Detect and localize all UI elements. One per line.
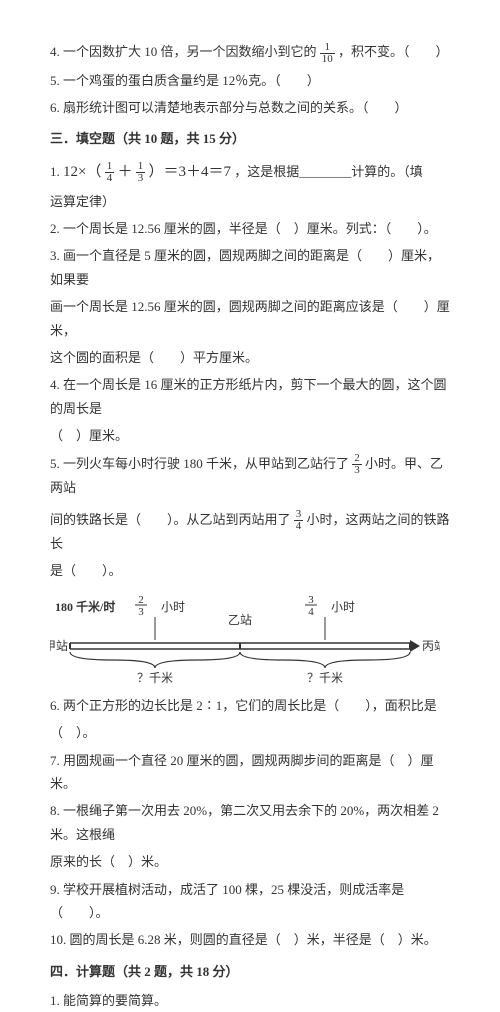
q3-5a-text-a: 5. 一列火车每小时行驶 180 千米，从甲站到乙站行了 bbox=[50, 456, 349, 471]
q3-1-tail: ，这是根据________计算的。（填 bbox=[234, 164, 423, 179]
svg-text:？千米: ？千米 bbox=[137, 671, 173, 685]
q3-5b-text-a: 间的铁路长是（ ）。从乙站到丙站用了 bbox=[50, 512, 291, 527]
q3-5b-frac: 3 4 bbox=[294, 509, 304, 532]
train-diagram: 甲站乙站丙站180 千米/时23小时34小时？千米？千米 bbox=[50, 591, 440, 686]
q2-4-text-a: 4. 一个因数扩大 10 倍，另一个因数缩小到它的 bbox=[50, 44, 317, 59]
q3-3b: 画一个周长是 12.56 厘米的圆，圆规两脚之间的距离应该是（ ）厘米， bbox=[50, 295, 450, 342]
q2-4: 4. 一个因数扩大 10 倍，另一个因数缩小到它的 1 10 ，积不变。（ ） bbox=[50, 40, 450, 65]
q3-1-frac2: 1 3 bbox=[136, 161, 146, 184]
q3-5a: 5. 一列火车每小时行驶 180 千米，从甲站到乙站行了 2 3 小时。甲、乙两… bbox=[50, 452, 450, 500]
section-3-title: 三．填空题（共 10 题，共 15 分） bbox=[50, 127, 450, 150]
q3-5b: 间的铁路长是（ ）。从乙站到丙站用了 3 4 小时，这两站之间的铁路长 bbox=[50, 508, 450, 556]
q3-6a: 6. 两个正方形的边长比是 2∶1，它们的周长比是（ ），面积比是 bbox=[50, 694, 450, 717]
q4-1: 1. 能简算的要简算。 bbox=[50, 989, 450, 1012]
q3-6b: （ ）。 bbox=[50, 721, 450, 744]
q3-1-formula-b: ）＝3＋4＝7 bbox=[148, 164, 231, 180]
svg-text:3: 3 bbox=[308, 594, 314, 606]
q3-5a-frac: 2 3 bbox=[352, 453, 362, 476]
svg-text:小时: 小时 bbox=[331, 600, 355, 614]
q3-9: 9. 学校开展植树活动，成活了 100 棵，25 棵没活，则成活率是（ ）。 bbox=[50, 878, 450, 925]
q2-4-text-b: ，积不变。（ ） bbox=[338, 44, 449, 59]
svg-text:甲站: 甲站 bbox=[50, 639, 68, 653]
svg-text:？千米: ？千米 bbox=[307, 671, 343, 685]
svg-text:3: 3 bbox=[138, 606, 144, 618]
q3-1-plus: ＋ bbox=[117, 164, 132, 180]
q3-1-num: 1. bbox=[50, 164, 60, 179]
svg-text:小时: 小时 bbox=[161, 600, 185, 614]
q3-1-formula-a: 12×（ bbox=[63, 164, 101, 180]
q2-4-frac: 1 10 bbox=[320, 42, 335, 65]
q3-5c: 是（ ）。 bbox=[50, 559, 450, 582]
q3-3c: 这个圆的面积是（ ）平方厘米。 bbox=[50, 346, 450, 369]
q3-4b: （ ）厘米。 bbox=[50, 424, 450, 447]
q3-1-frac1: 1 4 bbox=[105, 161, 115, 184]
svg-text:180 千米/时: 180 千米/时 bbox=[55, 599, 115, 614]
svg-text:2: 2 bbox=[138, 594, 144, 606]
q3-7: 7. 用圆规画一个直径 20 厘米的圆，圆规两脚步间的距离是（ ）厘米。 bbox=[50, 749, 450, 796]
svg-text:乙站: 乙站 bbox=[228, 613, 252, 627]
q3-2: 2. 一个周长是 12.56 厘米的圆，半径是（ ）厘米。列式：（ ）。 bbox=[50, 217, 450, 240]
q3-8a: 8. 一根绳子第一次用去 20%，第二次又用去余下的 20%，两次相差 2 米。… bbox=[50, 799, 450, 846]
q2-6: 6. 扇形统计图可以清楚地表示部分与总数之间的关系。（ ） bbox=[50, 96, 450, 119]
q3-8b: 原来的长（ ）米。 bbox=[50, 850, 450, 873]
q3-3a: 3. 画一个直径是 5 厘米的圆，圆规两脚之间的距离是（ ）厘米，如果要 bbox=[50, 244, 450, 291]
section-4-title: 四．计算题（共 2 题，共 18 分） bbox=[50, 960, 450, 983]
svg-text:丙站: 丙站 bbox=[422, 639, 440, 653]
q3-10: 10. 圆的周长是 6.28 米，则圆的直径是（ ）米，半径是（ ）米。 bbox=[50, 928, 450, 951]
svg-text:4: 4 bbox=[308, 606, 314, 618]
q2-5: 5. 一个鸡蛋的蛋白质含量约是 12％克。（ ） bbox=[50, 69, 450, 92]
q3-1b: 运算定律） bbox=[50, 190, 450, 213]
q3-1: 1. 12×（ 1 4 ＋ 1 3 ）＝3＋4＝7 ，这是根据________计… bbox=[50, 159, 450, 186]
q3-4a: 4. 在一个周长是 16 厘米的正方形纸片内，剪下一个最大的圆，这个圆的周长是 bbox=[50, 373, 450, 420]
